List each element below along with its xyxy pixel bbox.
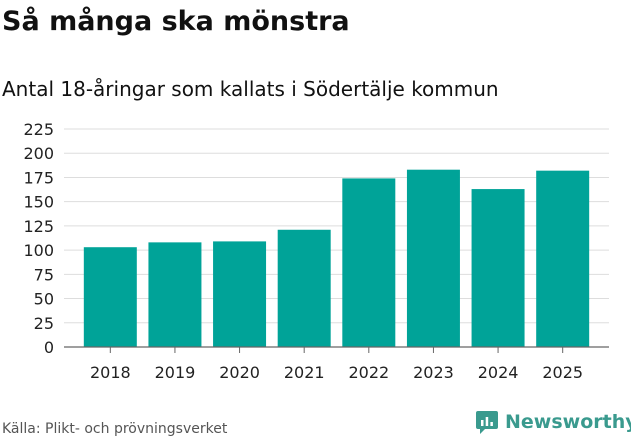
bar-2018 [83,247,137,347]
y-tick-label-125: 125 [23,217,54,236]
x-tick-label-2018: 2018 [90,363,131,382]
x-tick-label-2020: 2020 [219,363,260,382]
x-tick-label-2025: 2025 [542,363,583,382]
brand-logo: Newsworthy [475,408,631,436]
x-tick-label-2023: 2023 [413,363,454,382]
newsworthy-logo-icon [476,411,498,434]
y-tick-label-200: 200 [23,144,54,163]
y-tick-label-25: 25 [34,314,54,333]
bar-2023 [406,169,460,347]
bar-2024 [471,189,525,347]
y-tick-label-100: 100 [23,241,54,260]
bar-2020 [213,241,267,347]
brand-name: Newsworthy [505,411,631,433]
x-tick-label-2024: 2024 [478,363,519,382]
bar-2021 [277,229,331,347]
bar-2022 [342,178,396,347]
y-tick-label-0: 0 [44,338,54,357]
x-tick-label-2019: 2019 [155,363,196,382]
y-tick-label-75: 75 [34,265,54,284]
chart-subtitle: Antal 18-åringar som kallats i Södertälj… [2,77,499,101]
bar-2025 [536,170,590,347]
y-tick-label-150: 150 [23,193,54,212]
y-tick-label-50: 50 [34,290,54,309]
chart-title: Så många ska mönstra [2,6,350,37]
bar-2019 [148,242,202,347]
x-tick-label-2021: 2021 [284,363,325,382]
y-tick-label-225: 225 [23,120,54,139]
source-note: Källa: Plikt- och prövningsverket [2,421,228,437]
y-tick-label-175: 175 [23,168,54,187]
x-tick-label-2022: 2022 [348,363,389,382]
